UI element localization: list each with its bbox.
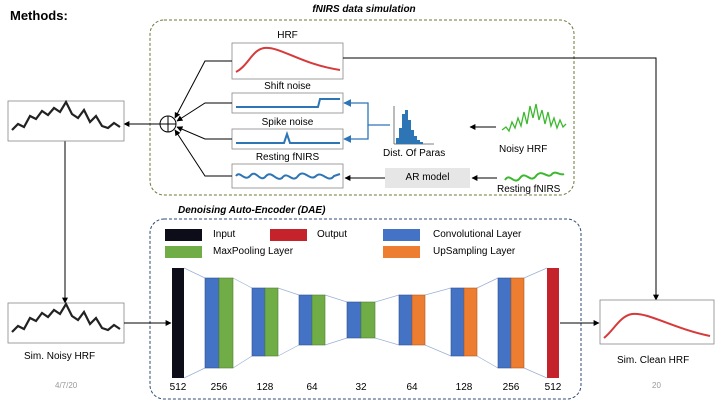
layer-size-label: 512 bbox=[544, 382, 562, 393]
spike-noise-box bbox=[231, 128, 344, 150]
dae-group-box bbox=[149, 218, 582, 400]
spike-noise-label: Spike noise bbox=[261, 117, 314, 128]
noisy-signal-box bbox=[7, 100, 125, 142]
noisy-hrf-label: Noisy HRF bbox=[499, 144, 548, 155]
layer-size-label: 256 bbox=[502, 382, 520, 393]
noisy-signal-curve bbox=[11, 99, 121, 131]
legend-output-swatch bbox=[270, 229, 307, 241]
legend-upsample-swatch bbox=[383, 246, 420, 258]
dist-to-spike-arrow bbox=[343, 125, 369, 143]
shift-noise-box bbox=[231, 92, 344, 114]
sim-clean-box bbox=[599, 299, 715, 345]
hrf-to-sum-arrow bbox=[174, 60, 232, 119]
shift-noise-label: Shift noise bbox=[264, 81, 311, 92]
noisy-hrf-source-curve bbox=[501, 103, 567, 133]
encoder-block-64 bbox=[298, 294, 326, 346]
sim-clean-curve bbox=[603, 312, 711, 339]
sum-node bbox=[159, 115, 177, 133]
resting-fnirs-source-curve bbox=[504, 171, 565, 182]
shift-noise-curve bbox=[236, 98, 340, 108]
legend-upsample-label: UpSampling Layer bbox=[433, 246, 516, 257]
layer-size-label: 64 bbox=[406, 382, 418, 393]
resting-fnirs-label: Resting fNIRS bbox=[255, 152, 320, 163]
resting-fnirs-curve bbox=[235, 172, 341, 180]
sim-noisy-box bbox=[7, 302, 125, 344]
legend-conv-swatch bbox=[383, 229, 420, 241]
layer-size-label: 128 bbox=[256, 382, 274, 393]
legend-maxpool-swatch bbox=[165, 246, 202, 258]
ar-model-box bbox=[385, 168, 470, 188]
legend-conv-label: Convolutional Layer bbox=[433, 229, 522, 240]
shift-to-sum-arrow bbox=[176, 102, 232, 122]
legend-input-label: Input bbox=[213, 229, 236, 240]
legend-maxpool-label: MaxPooling Layer bbox=[213, 246, 294, 257]
layer-size-label: 64 bbox=[306, 382, 318, 393]
encoder-block-128 bbox=[251, 287, 279, 357]
sim-clean-label: Sim. Clean HRF bbox=[617, 355, 690, 366]
sim-noisy-label: Sim. Noisy HRF bbox=[24, 351, 96, 362]
output-layer-block bbox=[547, 268, 559, 378]
slide-page-number: 20 bbox=[652, 381, 661, 390]
encoder-block-256 bbox=[204, 277, 234, 369]
decoder-block-64 bbox=[398, 294, 426, 346]
layer-connectors bbox=[183, 267, 548, 379]
parameter-histogram bbox=[393, 106, 434, 145]
resting-fnirs-source-label: Resting fNIRS bbox=[497, 184, 561, 195]
hrf-curve bbox=[235, 46, 341, 73]
decoder-block-256 bbox=[497, 277, 525, 369]
slide-date: 4/7/20 bbox=[55, 381, 78, 390]
slide-heading: Methods: bbox=[10, 8, 68, 23]
sim-noisy-curve bbox=[11, 301, 121, 333]
hrf-label: HRF bbox=[277, 30, 298, 41]
layer-size-label: 128 bbox=[455, 382, 473, 393]
legend-output-label: Output bbox=[317, 229, 348, 240]
dist-to-shift-arrow bbox=[343, 99, 390, 126]
resting-to-sum-arrow bbox=[174, 129, 232, 177]
legend-input-swatch bbox=[165, 229, 202, 241]
dist-of-paras-label: Dist. Of Paras bbox=[383, 148, 446, 159]
spike-to-sum-arrow bbox=[176, 126, 232, 140]
decoder-block-128 bbox=[450, 287, 478, 357]
input-layer-block bbox=[172, 268, 184, 378]
layer-size-label: 32 bbox=[355, 382, 367, 393]
simulation-title: fNIRS data simulation bbox=[312, 4, 416, 15]
hrf-to-clean-arrow bbox=[343, 57, 659, 301]
hrf-box bbox=[231, 42, 344, 80]
dae-title: Denoising Auto-Encoder (DAE) bbox=[178, 205, 326, 216]
spike-noise-curve bbox=[236, 130, 340, 144]
layer-size-label: 512 bbox=[169, 382, 187, 393]
bottleneck-block-32 bbox=[346, 301, 376, 339]
ar-model-label: AR model bbox=[405, 172, 450, 183]
layer-size-label: 256 bbox=[210, 382, 228, 393]
simulation-group-box bbox=[149, 19, 575, 196]
